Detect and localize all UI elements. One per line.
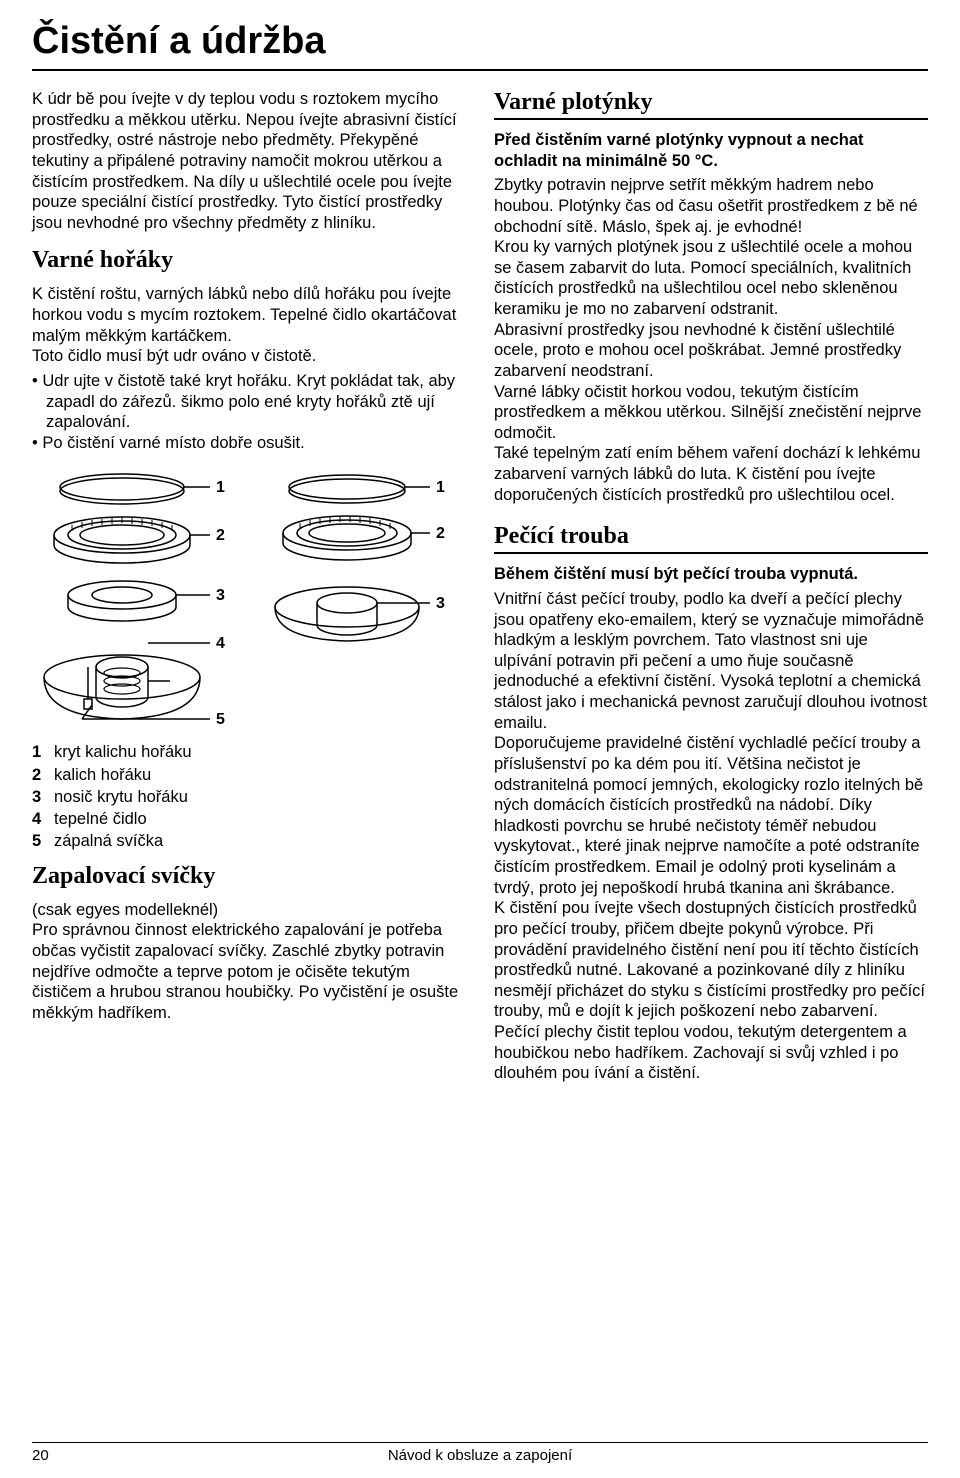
- legend-row-2: 2kalich hořáku: [32, 764, 466, 786]
- legend-num: 3: [32, 786, 54, 808]
- two-column-layout: K údr bě pou ívejte v dy teplou vodu s r…: [32, 89, 928, 1088]
- svg-text:1: 1: [216, 479, 225, 496]
- footer-divider: [32, 1442, 928, 1443]
- legend-row-3: 3nosič krytu hořáku: [32, 786, 466, 808]
- burners-heading: Varné hořáky: [32, 247, 466, 274]
- legend-text: tepelné čidlo: [54, 808, 147, 830]
- burner-diagrams: 1 2 3 4 5: [32, 467, 466, 727]
- legend-text: kryt kalichu hořáku: [54, 741, 192, 763]
- page-title: Čistění a údržba: [32, 20, 928, 63]
- hotplates-paragraph: Zbytky potravin nejprve setřít měkkým ha…: [494, 175, 928, 505]
- legend-text: kalich hořáku: [54, 764, 151, 786]
- left-column: K údr bě pou ívejte v dy teplou vodu s r…: [32, 89, 466, 1088]
- page-number: 20: [32, 1447, 68, 1464]
- page-footer: 20 Návod k obsluze a zapojení: [32, 1442, 928, 1464]
- diagram-legend: 1kryt kalichu hořáku 2kalich hořáku 3nos…: [32, 741, 466, 852]
- svg-text:4: 4: [216, 635, 225, 652]
- burner-diagram-a: 1 2 3 4 5: [32, 467, 242, 727]
- legend-row-1: 1kryt kalichu hořáku: [32, 741, 466, 763]
- legend-num: 5: [32, 830, 54, 852]
- burners-bullet-1: Udr ujte v čistotě také kryt hořáku. Kry…: [32, 371, 466, 433]
- spark-heading: Zapalovací svíčky: [32, 863, 466, 890]
- oven-warning: Během čištění musí být pečící trouba vyp…: [494, 564, 928, 585]
- burners-paragraph: K čistění roštu, varných lábků nebo dílů…: [32, 284, 466, 367]
- svg-text:2: 2: [436, 525, 445, 542]
- right-column: Varné plotýnky Před čistěním varné plotý…: [494, 89, 928, 1088]
- oven-paragraph: Vnitřní část pečící trouby, podlo ka dve…: [494, 589, 928, 1084]
- svg-text:2: 2: [216, 527, 225, 544]
- svg-text:5: 5: [216, 711, 225, 727]
- legend-num: 2: [32, 764, 54, 786]
- spark-paragraph: Pro správnou činnost elektrického zapalo…: [32, 920, 466, 1023]
- intro-paragraph: K údr bě pou ívejte v dy teplou vodu s r…: [32, 89, 466, 233]
- spark-subtitle: (csak egyes modelleknél): [32, 900, 466, 921]
- burners-bullet-list: Udr ujte v čistotě také kryt hořáku. Kry…: [32, 371, 466, 454]
- oven-heading: Pečící trouba: [494, 523, 928, 554]
- legend-num: 4: [32, 808, 54, 830]
- hotplates-warning: Před čistěním varné plotýnky vypnout a n…: [494, 130, 928, 171]
- title-divider: [32, 69, 928, 71]
- svg-text:3: 3: [216, 587, 225, 604]
- legend-text: nosič krytu hořáku: [54, 786, 188, 808]
- legend-row-4: 4tepelné čidlo: [32, 808, 466, 830]
- burner-diagram-b: 1 2 3: [262, 467, 462, 647]
- svg-text:1: 1: [436, 479, 445, 496]
- hotplates-heading: Varné plotýnky: [494, 89, 928, 120]
- svg-text:3: 3: [436, 595, 445, 612]
- footer-doc-title: Návod k obsluze a zapojení: [68, 1447, 892, 1464]
- legend-num: 1: [32, 741, 54, 763]
- legend-text: zápalná svíčka: [54, 830, 163, 852]
- burners-bullet-2: Po čistění varné místo dobře osušit.: [32, 433, 466, 454]
- legend-row-5: 5zápalná svíčka: [32, 830, 466, 852]
